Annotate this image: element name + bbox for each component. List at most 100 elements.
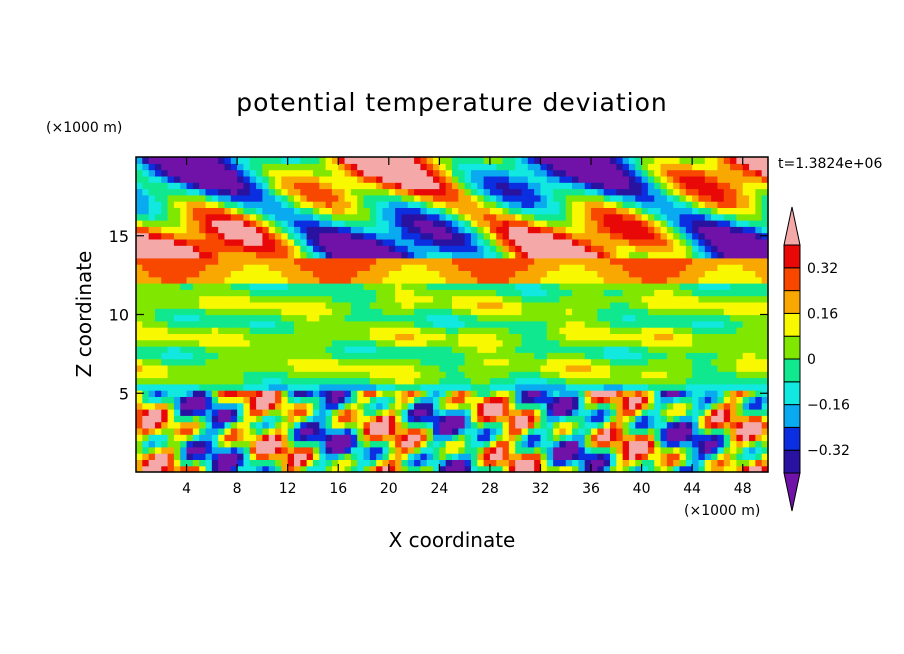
contour-cell [685,434,693,442]
contour-cell [692,201,700,208]
contour-cell [540,346,548,353]
contour-cell [287,276,295,284]
contour-cell [591,333,598,341]
contour-cell [647,289,655,297]
contour-cell [224,270,232,278]
contour-cell [382,421,390,429]
contour-cell [515,157,523,164]
contour-cell [477,320,485,328]
contour-cell [704,308,712,316]
contour-cell [489,245,497,253]
contour-cell [401,402,409,410]
contour-cell [167,453,175,460]
contour-cell [249,427,257,435]
contour-cell [692,409,700,416]
contour-cell [654,182,662,190]
contour-cell [237,163,245,171]
contour-cell [319,232,327,240]
contour-cell [647,339,655,347]
contour-cell [331,446,339,454]
contour-cell [483,333,491,341]
contour-cell [142,289,150,297]
contour-cell [603,427,611,435]
contour-cell [458,333,466,341]
contour-cell [224,308,232,316]
contour-cell [622,188,630,196]
contour-cell [496,446,504,454]
contour-cell [742,163,750,171]
contour-cell [635,175,643,183]
contour-cell [319,251,327,259]
contour-cell [610,207,617,215]
contour-cell [211,339,219,347]
contour-cell [426,364,434,372]
contour-cell [458,289,466,297]
contour-cell [344,169,352,177]
contour-cell [186,276,194,284]
contour-cell [344,440,352,448]
contour-cell [249,402,257,410]
contour-cell [180,169,188,177]
contour-cell [464,264,472,271]
contour-cell [287,264,295,271]
contour-cell [414,264,421,271]
contour-cell [521,409,529,416]
contour-cell [167,459,175,467]
contour-cell [325,371,333,379]
contour-cell [470,182,478,190]
contour-cell [521,289,529,297]
contour-cell [407,175,415,183]
contour-cell [534,295,542,303]
contour-cell [679,226,687,234]
contour-cell [205,346,213,353]
contour-cell [521,270,529,278]
contour-cell [205,301,213,309]
contour-cell [628,427,636,435]
contour-cell [515,308,523,316]
contour-cell [749,301,756,309]
contour-cell [344,295,352,303]
contour-cell [534,421,542,429]
contour-cell [711,270,719,278]
contour-cell [363,440,371,448]
contour-cell [262,301,270,309]
contour-cell [388,220,396,227]
contour-cell [553,434,561,442]
contour-cell [275,301,282,309]
contour-cell [350,427,358,435]
contour-cell [559,434,567,442]
contour-cell [230,157,238,164]
contour-cell [224,276,232,284]
contour-cell [376,352,384,360]
contour-cell [268,453,276,460]
contour-cell [192,390,200,397]
contour-cell [445,320,453,328]
contour-cell [420,220,428,227]
contour-cell [312,390,320,397]
contour-cell [685,188,693,196]
contour-cell [395,333,403,341]
contour-cell [641,213,649,221]
contour-cell [635,245,643,253]
contour-cell [325,308,333,316]
contour-cell [496,434,504,442]
contour-cell [382,220,390,227]
contour-cell [218,320,226,328]
contour-cell [483,157,491,164]
contour-cell [237,333,245,341]
contour-cell [161,257,169,265]
contour-cell [660,339,668,347]
contour-cell [464,194,472,202]
contour-cell [256,301,263,309]
contour-cell [515,421,523,429]
contour-cell [692,245,700,253]
contour-cell [553,390,561,397]
contour-cell [357,339,365,347]
contour-cell [357,314,365,322]
contour-cell [357,157,365,164]
contour-cell [717,270,725,278]
contour-cell [534,251,542,259]
contour-cell [673,396,681,404]
contour-cell [338,327,346,334]
contour-cell [407,257,415,265]
